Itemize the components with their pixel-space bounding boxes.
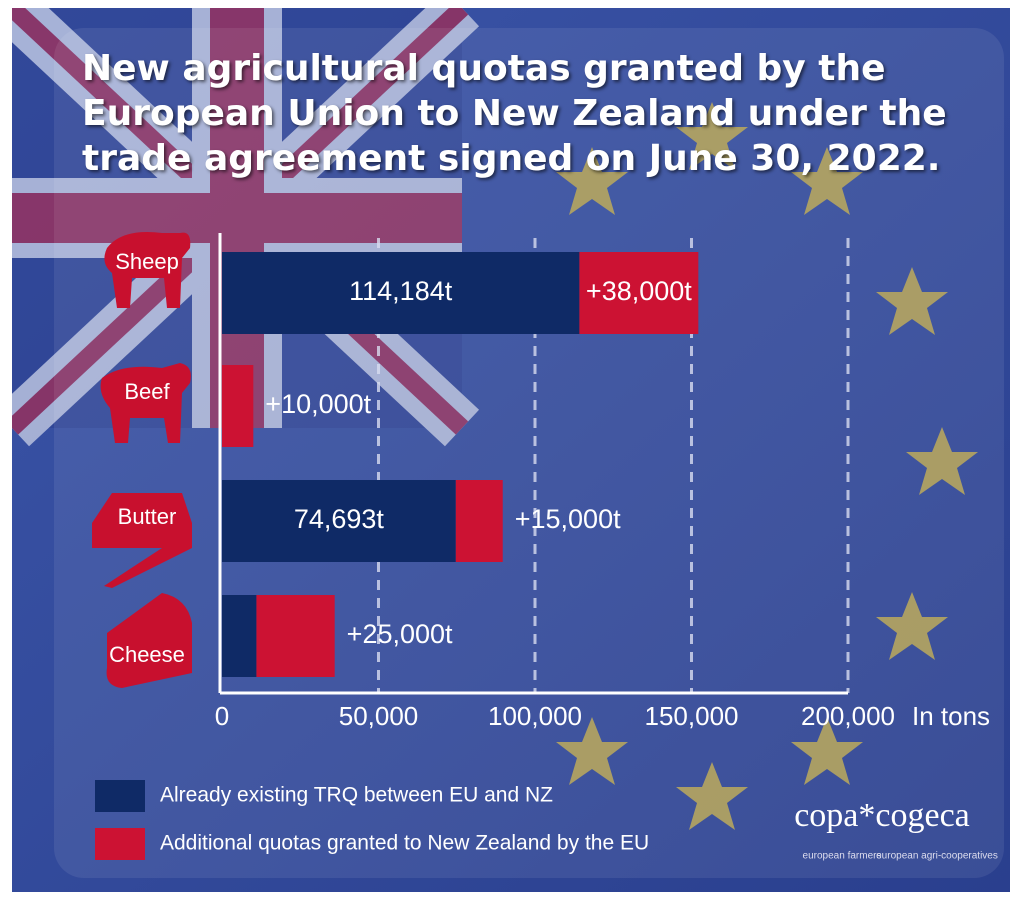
chart-title: New agricultural quotas granted by the E… — [82, 48, 947, 179]
category-label: Butter — [118, 504, 177, 529]
brand-left: european farmers — [803, 851, 882, 862]
x-axis-label: In tons — [912, 701, 990, 731]
value-label: +38,000t — [586, 276, 692, 306]
chart: Already existing TRQ between EU and NZ Ad… — [12, 8, 1010, 892]
category-label: Beef — [124, 379, 170, 404]
bar-segment — [455, 480, 503, 562]
brand-name: copa*cogeca — [794, 797, 970, 834]
x-tick-label: 50,000 — [339, 701, 419, 731]
brand: copa*cogeca european farmers european ag… — [794, 797, 998, 862]
legend-label: Already existing TRQ between EU and NZ — [160, 784, 553, 807]
x-tick-label: 150,000 — [645, 701, 739, 731]
x-tick-label: 0 — [215, 701, 229, 731]
legend: Already existing TRQ between EU and NZ Ad… — [95, 780, 649, 860]
bar-segment — [579, 252, 699, 334]
bar-segment — [256, 595, 335, 677]
legend-label: Additional quotas granted to New Zealand… — [160, 832, 649, 855]
category-label: Sheep — [115, 249, 179, 274]
category-label: Cheese — [109, 642, 185, 667]
value-label: +25,000t — [347, 619, 453, 649]
value-label: 74,693t — [294, 504, 385, 534]
x-tick-label: 200,000 — [801, 701, 895, 731]
bar-segment — [222, 480, 456, 562]
bar-segment — [222, 365, 254, 447]
value-label: +10,000t — [265, 389, 371, 419]
bar-segment — [222, 595, 257, 677]
value-label: +15,000t — [515, 504, 621, 534]
bar-segment — [222, 252, 580, 334]
value-label: 114,184t — [349, 276, 453, 306]
legend-swatch — [95, 828, 145, 860]
icons — [92, 232, 192, 688]
flag — [12, 8, 480, 447]
brand-right: european agri-cooperatives — [876, 851, 998, 862]
legend-swatch — [95, 780, 145, 812]
infographic: Already existing TRQ between EU and NZ Ad… — [12, 8, 1010, 892]
x-tick-label: 100,000 — [488, 701, 582, 731]
